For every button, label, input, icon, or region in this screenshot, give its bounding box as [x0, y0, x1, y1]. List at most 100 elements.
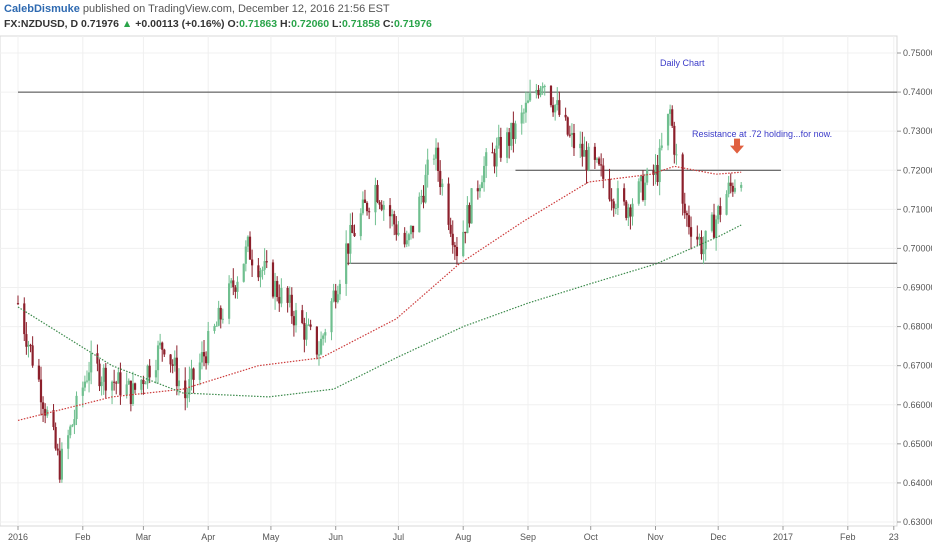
candle-body: [171, 364, 174, 366]
candle-body: [740, 184, 743, 188]
low-value: 0.71858: [341, 18, 380, 30]
x-tick-label: Dec: [710, 532, 727, 542]
candle-body: [29, 344, 32, 346]
candle-body: [508, 132, 511, 146]
candle-body: [520, 112, 523, 124]
candle-body: [25, 334, 28, 347]
candle-body: [675, 154, 678, 156]
candle-body: [478, 187, 482, 192]
candle-body: [549, 85, 553, 106]
candle-body: [125, 384, 128, 396]
candle-body: [71, 425, 74, 427]
x-tick-label: Feb: [75, 532, 91, 542]
candle-body: [219, 307, 222, 320]
candle-body: [163, 349, 166, 355]
candle-body: [729, 182, 732, 186]
candle-body: [87, 372, 91, 381]
candle-body: [73, 419, 76, 426]
candle-body: [566, 117, 569, 135]
candle-body: [646, 170, 649, 183]
candle-body: [154, 370, 158, 378]
candle-body: [131, 383, 135, 404]
candle-body: [90, 353, 93, 373]
ma-200-line: [17, 224, 742, 398]
candle-body: [144, 383, 147, 385]
candle-body: [96, 353, 99, 364]
candle-body: [558, 100, 561, 115]
candle-body: [290, 294, 293, 317]
candle-body: [495, 145, 498, 167]
candle-body: [685, 213, 688, 216]
x-tick-label: Jul: [393, 532, 405, 542]
ma-50-line: [17, 165, 742, 421]
candle-body: [54, 426, 57, 449]
candle-body: [169, 354, 172, 365]
candle-body: [215, 325, 218, 327]
x-tick-label: 23: [889, 532, 899, 542]
candle-body: [319, 338, 323, 355]
candle-body: [368, 211, 371, 213]
up-triangle-icon: ▲: [121, 18, 133, 30]
candle-body: [102, 367, 105, 382]
candle-body: [83, 381, 86, 388]
candle-body: [449, 224, 452, 234]
candle-body: [717, 206, 720, 220]
candle-body: [393, 214, 396, 225]
candle-body: [217, 307, 220, 326]
candle-body: [439, 170, 442, 188]
candle-body: [522, 112, 525, 114]
candle-body: [585, 150, 588, 171]
candle-body: [60, 448, 63, 480]
candle-body: [602, 165, 605, 179]
candle-body: [115, 382, 118, 384]
candle-body: [173, 357, 176, 366]
candle-body: [117, 372, 120, 384]
candle-body: [230, 280, 233, 284]
candle-body: [263, 261, 266, 270]
open-label: O:: [227, 18, 240, 30]
grid-lines: [0, 36, 897, 526]
candle-body: [113, 381, 116, 383]
x-tick-label: 2016: [8, 532, 28, 542]
candle-body: [731, 185, 734, 192]
candle-body: [466, 205, 469, 234]
open-value: 0.71863: [239, 18, 278, 30]
candle-body: [248, 236, 252, 260]
candle-body: [698, 237, 701, 240]
candle-body: [700, 237, 703, 255]
candle-body: [476, 188, 479, 192]
candle-body: [524, 102, 528, 113]
candle-body: [338, 283, 341, 295]
candle-body: [583, 150, 586, 157]
low-label: L:: [332, 18, 342, 30]
publish-text: published on TradingView.com, December 1…: [79, 3, 390, 15]
candle-body: [485, 152, 488, 166]
time-axis[interactable]: 2016 Feb Mar Apr May Jun Jul Aug Sep Oct Nov Dec 201…: [8, 526, 899, 542]
candle-body: [228, 283, 231, 319]
candle-body: [568, 134, 571, 136]
candle-body: [388, 205, 392, 217]
candle-body: [405, 240, 408, 245]
candle-body: [510, 122, 513, 146]
candle-body: [39, 379, 43, 403]
candle-body: [58, 450, 61, 480]
candle-body: [242, 263, 245, 282]
candle-body: [309, 324, 312, 327]
candle-body: [156, 345, 160, 371]
candle-body: [505, 132, 509, 158]
candle-body: [683, 203, 686, 214]
candle-body: [733, 187, 737, 192]
candle-body: [98, 363, 101, 387]
candle-body: [556, 100, 559, 106]
candle-body: [514, 123, 517, 140]
candle-body: [719, 206, 722, 215]
candle-body: [207, 330, 210, 364]
candle-body: [610, 199, 613, 202]
author-link[interactable]: CalebDismuke: [4, 3, 80, 15]
candle-body: [407, 234, 410, 241]
